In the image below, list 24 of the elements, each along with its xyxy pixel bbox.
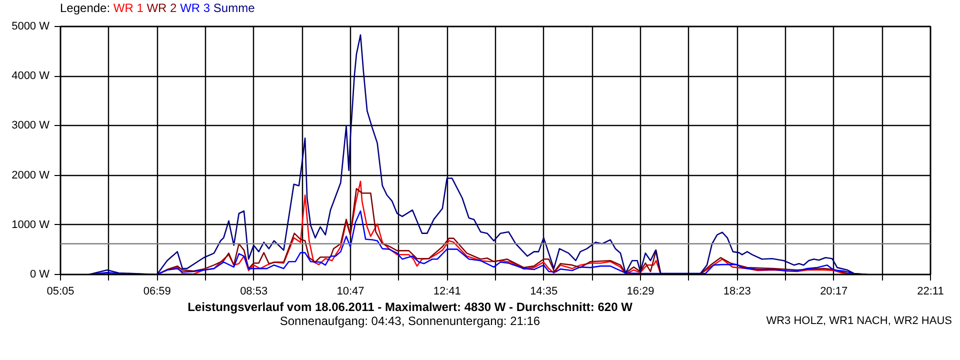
y-tick-label: 5000 W [12, 20, 50, 32]
y-tick-label: 3000 W [12, 120, 50, 132]
text: WR 1 [113, 1, 144, 15]
x-tick-label: 18:23 [723, 286, 751, 298]
text: WR 3 [180, 1, 210, 15]
x-tick-label: 08:53 [240, 286, 268, 298]
x-tick-label: 20:17 [820, 286, 848, 298]
y-tick-label: 4000 W [12, 70, 50, 82]
x-tick-label: 05:05 [46, 286, 74, 298]
legend-title: Legende: [60, 1, 110, 15]
text: Leistungsverlauf vom 18.06.2011 - Maximalwert: 4830 W - Durchschnitt: 620 W [188, 300, 632, 314]
y-tick-label: 1000 W [12, 218, 50, 231]
x-tick-label: 12:41 [433, 286, 461, 298]
x-tick-label: 16:29 [626, 286, 654, 298]
x-tick-label: 22:11 [917, 286, 944, 298]
x-tick-label: 06:59 [143, 286, 171, 298]
y-tick-label: 0 W [30, 268, 50, 280]
y-tick-label: 2000 W [12, 169, 50, 182]
text: Summe [213, 1, 255, 15]
text: WR 2 [146, 1, 177, 15]
text: WR3 HOLZ, WR1 NACH, WR2 HAUS [766, 314, 952, 329]
line-series [88, 34, 868, 274]
x-tick-label: 10:47 [336, 286, 364, 298]
x-tick-label: 14:35 [530, 286, 558, 298]
